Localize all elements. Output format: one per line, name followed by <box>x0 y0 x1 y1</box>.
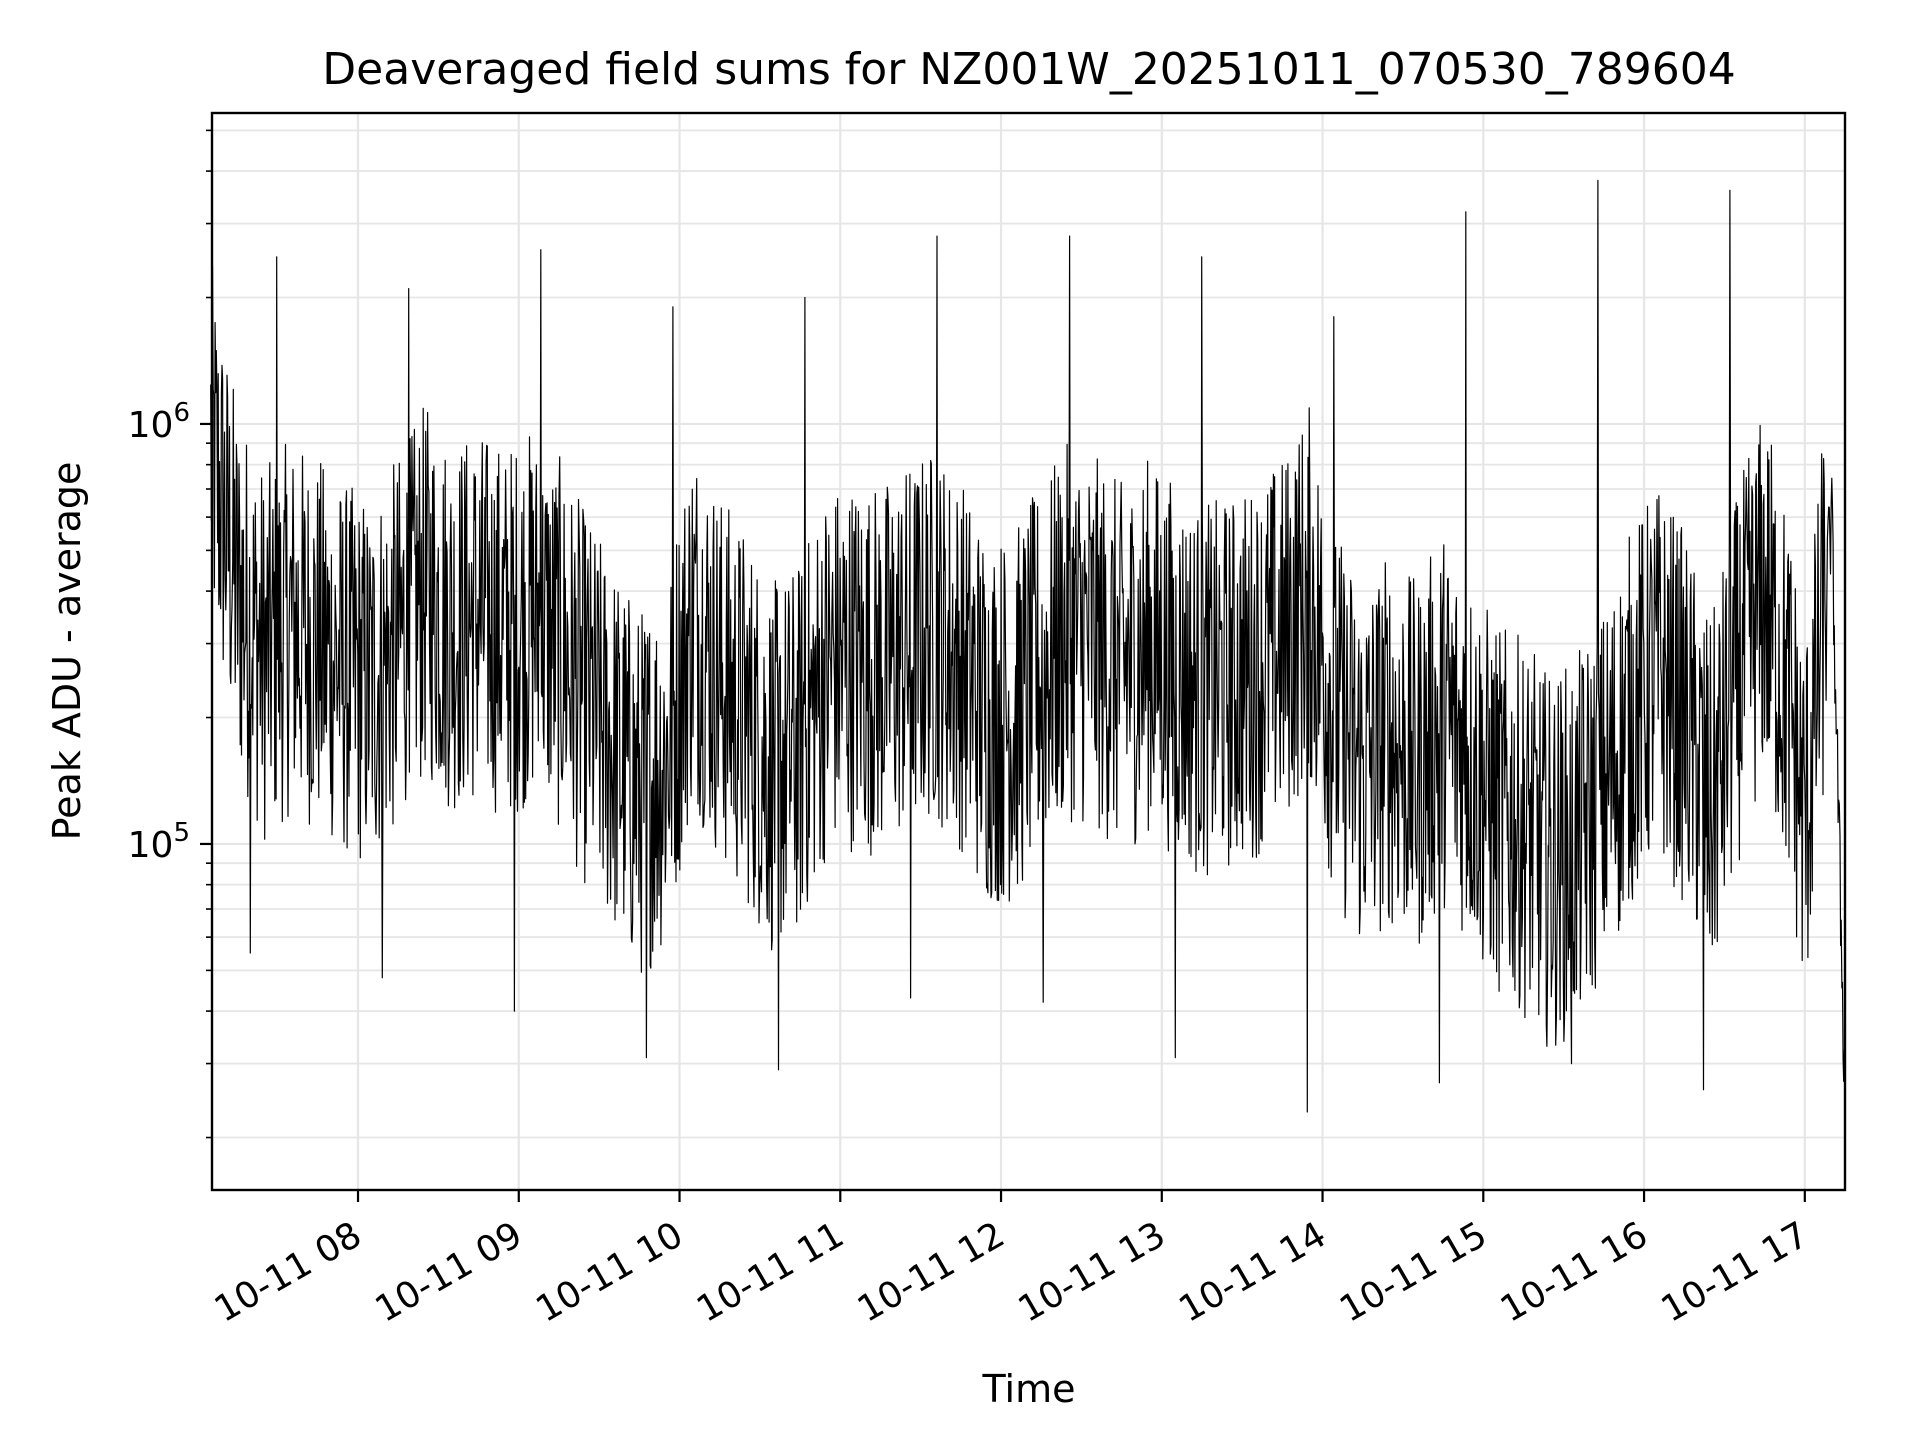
plot-frame <box>210 111 1847 1192</box>
x-axis-label: Time <box>982 1367 1076 1411</box>
chart-title: Deaveraged field sums for NZ001W_2025101… <box>322 44 1735 95</box>
y-axis: 105 106 <box>128 129 212 1139</box>
series-polyline <box>210 179 1846 1113</box>
y-axis-label: Peak ADU - average <box>45 462 89 841</box>
series-line <box>210 179 1846 1113</box>
grid <box>212 113 1845 1190</box>
y-tick-label: 106 <box>128 398 190 446</box>
y-tick-label: 105 <box>128 818 190 866</box>
